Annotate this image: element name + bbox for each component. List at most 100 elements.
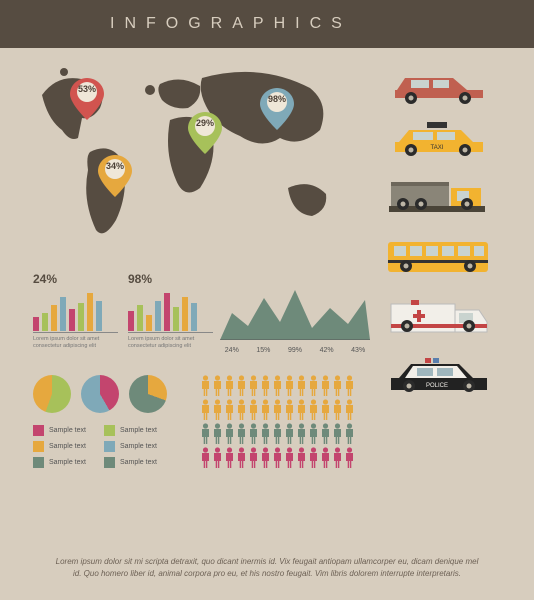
- legend-item: Sample text: [104, 425, 157, 436]
- person-icon: [332, 447, 343, 469]
- bar-caption: Lorem ipsum dolor sit amet consectetur a…: [128, 336, 213, 350]
- area-tick-label: 43%: [351, 347, 365, 354]
- people-row: [200, 399, 370, 421]
- footer-text: Lorem ipsum dolor sit mi scripta detraxi…: [0, 556, 534, 580]
- person-icon: [272, 399, 283, 421]
- pie-chart: [129, 375, 167, 413]
- people-pictogram: [200, 375, 370, 471]
- people-row: [200, 447, 370, 469]
- vehicle-dump-truck: [384, 174, 494, 222]
- svg-text:POLICE: POLICE: [425, 383, 447, 389]
- map-pin: 53%: [70, 78, 104, 120]
- person-icon: [212, 375, 223, 397]
- person-icon: [224, 423, 235, 445]
- person-icon: [308, 375, 319, 397]
- person-icon: [284, 447, 295, 469]
- person-icon: [260, 399, 271, 421]
- person-icon: [224, 447, 235, 469]
- person-icon: [332, 423, 343, 445]
- person-icon: [248, 447, 259, 469]
- map-pin: 34%: [98, 155, 132, 197]
- bar-pct: 24%: [33, 272, 118, 286]
- map-pin: 98%: [260, 88, 294, 130]
- person-icon: [224, 399, 235, 421]
- person-icon: [320, 423, 331, 445]
- person-icon: [308, 447, 319, 469]
- person-icon: [344, 423, 355, 445]
- pin-label: 53%: [70, 84, 104, 94]
- person-icon: [296, 447, 307, 469]
- person-icon: [260, 423, 271, 445]
- world-map-region: 53% 34% 29% 98%: [30, 60, 340, 255]
- bar-chart: 98% Lorem ipsum dolor sit amet consectetu…: [128, 272, 213, 350]
- person-icon: [320, 375, 331, 397]
- person-icon: [236, 399, 247, 421]
- person-icon: [212, 399, 223, 421]
- person-icon: [260, 447, 271, 469]
- legend-item: Sample text: [33, 457, 86, 468]
- person-icon: [308, 423, 319, 445]
- person-icon: [272, 375, 283, 397]
- person-icon: [344, 447, 355, 469]
- person-icon: [212, 423, 223, 445]
- page-title: INFOGRAPHICS: [110, 15, 352, 33]
- person-icon: [200, 375, 211, 397]
- legend-label: Sample text: [120, 459, 157, 466]
- pin-label: 34%: [98, 161, 132, 171]
- legend-item: Sample text: [104, 457, 157, 468]
- person-icon: [296, 423, 307, 445]
- vehicle-police: POLICE: [384, 356, 494, 398]
- svg-text:TAXI: TAXI: [431, 145, 444, 151]
- bar-caption: Lorem ipsum dolor sit amet consectetur a…: [33, 336, 118, 350]
- bar-chart: 24% Lorem ipsum dolor sit amet consectetu…: [33, 272, 118, 350]
- person-icon: [248, 423, 259, 445]
- vehicle-car-sedan: [384, 68, 494, 106]
- vehicle-school-bus: [384, 236, 494, 282]
- legend-label: Sample text: [49, 427, 86, 434]
- person-icon: [320, 399, 331, 421]
- area-tick-label: 99%: [288, 347, 302, 354]
- vehicle-ambulance: [384, 296, 494, 342]
- person-icon: [272, 447, 283, 469]
- pin-label: 98%: [260, 94, 294, 104]
- header: INFOGRAPHICS: [0, 0, 534, 48]
- person-icon: [272, 423, 283, 445]
- person-icon: [236, 375, 247, 397]
- person-icon: [296, 399, 307, 421]
- person-icon: [236, 423, 247, 445]
- pie-chart: [33, 375, 71, 413]
- legend-label: Sample text: [120, 443, 157, 450]
- vehicle-column: TAXI POLICE: [379, 68, 499, 398]
- person-icon: [284, 375, 295, 397]
- pie-chart: [81, 375, 119, 413]
- people-row: [200, 375, 370, 397]
- person-icon: [200, 399, 211, 421]
- area-tick-label: 15%: [256, 347, 270, 354]
- legend-label: Sample text: [49, 459, 86, 466]
- area-tick-label: 42%: [320, 347, 334, 354]
- legend-item: Sample text: [33, 441, 86, 452]
- person-icon: [308, 399, 319, 421]
- person-icon: [212, 447, 223, 469]
- person-icon: [284, 423, 295, 445]
- pie-row: [33, 375, 167, 413]
- vehicle-taxi: TAXI: [384, 120, 494, 160]
- legend-item: Sample text: [104, 441, 157, 452]
- person-icon: [248, 399, 259, 421]
- area-tick-label: 24%: [225, 347, 239, 354]
- people-row: [200, 423, 370, 445]
- person-icon: [200, 423, 211, 445]
- person-icon: [332, 375, 343, 397]
- pin-label: 29%: [188, 118, 222, 128]
- bar-pct: 98%: [128, 272, 213, 286]
- legend: Sample text Sample text Sample text Sample …: [33, 425, 157, 468]
- legend-label: Sample text: [49, 443, 86, 450]
- person-icon: [320, 447, 331, 469]
- person-icon: [296, 375, 307, 397]
- person-icon: [200, 447, 211, 469]
- person-icon: [344, 375, 355, 397]
- person-icon: [236, 447, 247, 469]
- person-icon: [260, 375, 271, 397]
- legend-item: Sample text: [33, 425, 86, 436]
- person-icon: [248, 375, 259, 397]
